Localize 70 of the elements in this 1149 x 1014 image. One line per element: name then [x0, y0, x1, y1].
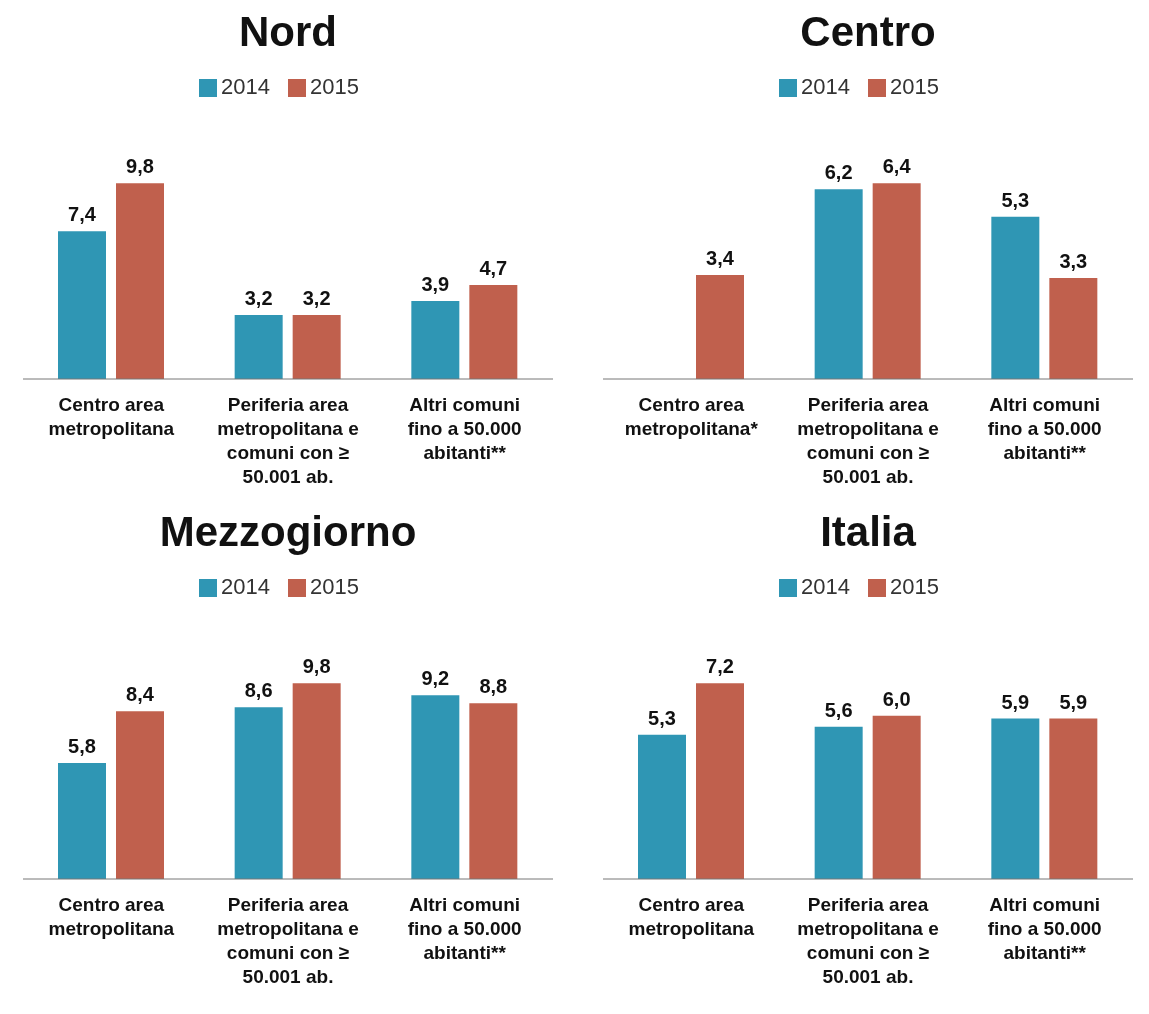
bar — [1049, 718, 1098, 879]
bar — [991, 718, 1040, 879]
x-tick-label: Centro area metropolitana* — [624, 394, 759, 439]
bar — [234, 315, 283, 379]
chart-title: Italia — [819, 508, 917, 557]
data-label: 9,8 — [302, 655, 331, 678]
x-tick-label: Altri comuni fino a 50.000 abitanti** — [987, 894, 1102, 963]
legend-label: 2015 — [890, 574, 939, 599]
x-tick-label: Periferia area metropolitana e comuni con ≥ 50.001 ab. — [797, 894, 939, 987]
data-label: 7,2 — [706, 655, 734, 678]
data-label: 8,8 — [479, 675, 508, 698]
data-label: 5,3 — [648, 706, 676, 729]
legend-label: 2015 — [310, 574, 359, 599]
legend-label: 2015 — [310, 74, 359, 99]
data-label: 3,9 — [421, 273, 450, 296]
bar — [116, 711, 164, 879]
bar — [696, 683, 744, 879]
data-label: 9,2 — [421, 667, 450, 690]
x-tick-label: Centro area metropolitana — [628, 894, 755, 939]
bar — [292, 683, 341, 879]
bar — [696, 274, 744, 379]
chart-title: Nord — [238, 8, 338, 57]
legend-label: 2014 — [221, 74, 270, 99]
data-label: 4,7 — [479, 257, 508, 280]
bar — [991, 216, 1040, 379]
chart-title: Mezzogiorno — [158, 508, 418, 557]
x-tick-label: Centro area metropolitana — [48, 894, 175, 939]
chart-title: Centro — [799, 8, 937, 57]
x-tick-label: Altri comuni fino a 50.000 abitanti** — [407, 894, 522, 963]
x-tick-label: Centro area metropolitana — [48, 394, 175, 439]
bar — [58, 763, 106, 879]
bar — [872, 183, 921, 379]
x-tick-label: Altri comuni fino a 50.000 abitanti** — [407, 394, 522, 463]
data-label: 3,3 — [1059, 250, 1088, 273]
data-label: 9,8 — [126, 155, 154, 178]
bar — [872, 715, 921, 879]
legend-label: 2014 — [801, 574, 850, 599]
bar — [411, 695, 460, 879]
bar — [814, 189, 863, 379]
data-label: 5,8 — [68, 735, 96, 758]
data-label: 6,4 — [882, 155, 912, 178]
x-tick-label: Altri comuni fino a 50.000 abitanti** — [987, 394, 1102, 463]
bar — [1049, 278, 1098, 379]
bar — [469, 285, 518, 379]
data-label: 3,2 — [302, 287, 331, 310]
bar — [116, 183, 164, 379]
bar — [469, 703, 518, 879]
data-label: 3,2 — [244, 287, 273, 310]
bar — [638, 734, 686, 879]
bar — [411, 301, 460, 379]
legend-label: 2014 — [801, 74, 850, 99]
x-tick-label: Periferia area metropolitana e comuni con ≥ 50.001 ab. — [217, 394, 359, 487]
bar — [234, 707, 283, 879]
data-label: 5,9 — [1001, 690, 1030, 713]
data-label: 6,2 — [824, 161, 853, 184]
data-label: 6,0 — [882, 687, 911, 710]
bar — [292, 315, 341, 379]
data-label: 3,4 — [706, 246, 735, 269]
data-label: 5,3 — [1001, 188, 1030, 211]
data-label: 8,4 — [126, 683, 155, 706]
legend-label: 2015 — [890, 74, 939, 99]
data-label: 7,4 — [68, 203, 97, 226]
data-label: 5,6 — [824, 698, 853, 721]
data-label: 5,9 — [1059, 690, 1088, 713]
bar — [814, 726, 863, 879]
legend-label: 2014 — [221, 574, 270, 599]
x-tick-label: Periferia area metropolitana e comuni con ≥ 50.001 ab. — [797, 394, 939, 487]
x-tick-label: Periferia area metropolitana e comuni con ≥ 50.001 ab. — [217, 894, 359, 987]
data-label: 8,6 — [244, 679, 273, 702]
bar — [58, 231, 106, 379]
